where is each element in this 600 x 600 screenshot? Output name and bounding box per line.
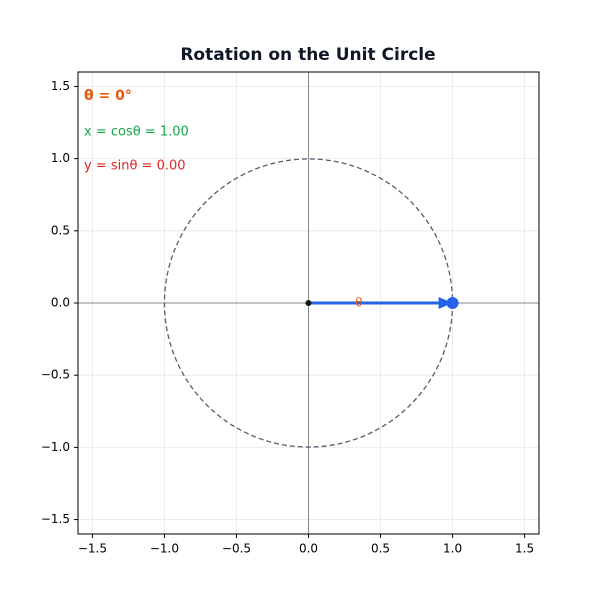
- x-tick-label: 1.0: [443, 542, 462, 556]
- y-tick-label: 1.0: [51, 151, 70, 165]
- angle-label: θ: [355, 296, 362, 310]
- origin-point: [305, 300, 312, 306]
- annotation: x = cosθ = 1.00: [84, 125, 189, 140]
- y-tick-label: 0.5: [51, 223, 70, 237]
- x-tick-label: −1.5: [78, 542, 107, 556]
- arrow-head: [438, 297, 453, 309]
- x-tick-label: −1.0: [150, 542, 179, 556]
- chart-title: Rotation on the Unit Circle: [180, 45, 435, 65]
- y-tick-label: −1.5: [41, 512, 70, 526]
- y-tick-label: −1.0: [41, 440, 70, 454]
- x-tick-label: 0.0: [299, 542, 318, 556]
- annotation: θ = 0°: [84, 88, 132, 104]
- y-tick-label: 0.0: [51, 296, 70, 310]
- x-tick-label: −0.5: [222, 542, 251, 556]
- rotating-point: [446, 297, 459, 309]
- y-tick-label: 1.5: [51, 79, 70, 93]
- y-tick-label: −0.5: [41, 368, 70, 382]
- annotation: y = sinθ = 0.00: [84, 159, 186, 174]
- x-tick-label: 1.5: [515, 542, 534, 556]
- plot-frame: [77, 71, 540, 535]
- x-tick-label: 0.5: [371, 542, 390, 556]
